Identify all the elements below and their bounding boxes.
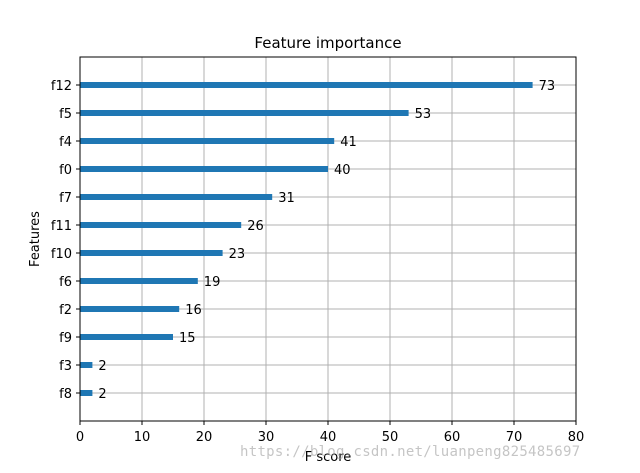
data-label-f4: 41 <box>340 135 357 150</box>
x-tick-label: 10 <box>134 430 151 445</box>
bar-f11 <box>80 222 242 228</box>
data-label-f6: 19 <box>204 275 221 290</box>
y-tick-label: f8 <box>59 387 72 402</box>
y-tick-label: f6 <box>59 275 72 290</box>
watermark-text: https://blog.csdn.net/luanpeng825485697 <box>240 444 581 460</box>
data-label-f7: 31 <box>278 191 295 206</box>
x-tick-label: 40 <box>320 430 337 445</box>
y-tick-label: f3 <box>59 359 72 374</box>
y-axis-label: Features <box>28 211 43 267</box>
data-label-f12: 73 <box>539 79 556 94</box>
data-label-f3: 2 <box>98 359 106 374</box>
data-label-f9: 15 <box>179 331 196 346</box>
bar-f10 <box>80 250 223 256</box>
y-tick-label: f4 <box>59 135 72 150</box>
ticks-layer: 0 10 20 30 40 50 60 70 80 f12 73 f5 53 f4 41 f0 40 f7 31 f1… <box>51 79 584 445</box>
data-label-f11: 26 <box>247 219 264 234</box>
y-tick-label: f7 <box>59 191 72 206</box>
y-tick-label: f11 <box>51 219 72 234</box>
data-label-f2: 16 <box>185 303 202 318</box>
chart-title: Feature importance <box>254 34 401 52</box>
x-tick-label: 0 <box>76 430 84 445</box>
bar-f12 <box>80 82 533 88</box>
x-tick-label: 50 <box>382 430 399 445</box>
y-tick-label: f12 <box>51 79 72 94</box>
data-label-f8: 2 <box>98 387 106 402</box>
bar-f9 <box>80 334 173 340</box>
x-axis-label: F score <box>305 450 352 465</box>
bar-f5 <box>80 110 409 116</box>
x-tick-label: 70 <box>506 430 523 445</box>
y-tick-label: f5 <box>59 107 72 122</box>
x-tick-label: 30 <box>258 430 275 445</box>
bar-f4 <box>80 138 335 144</box>
x-tick-label: 60 <box>444 430 461 445</box>
bar-f2 <box>80 306 180 312</box>
data-label-f5: 53 <box>415 107 432 122</box>
data-label-f0: 40 <box>334 163 351 178</box>
y-tick-label: f10 <box>51 247 72 262</box>
x-tick-label: 80 <box>568 430 585 445</box>
x-tick-label: 20 <box>196 430 213 445</box>
y-tick-label: f9 <box>59 331 72 346</box>
bars-layer <box>80 82 533 396</box>
bar-f8 <box>80 390 93 396</box>
bar-f3 <box>80 362 93 368</box>
data-label-f10: 23 <box>229 247 246 262</box>
y-tick-label: f2 <box>59 303 72 318</box>
bar-f7 <box>80 194 273 200</box>
y-tick-label: f0 <box>59 163 72 178</box>
bar-f6 <box>80 278 198 284</box>
bar-f0 <box>80 166 328 172</box>
